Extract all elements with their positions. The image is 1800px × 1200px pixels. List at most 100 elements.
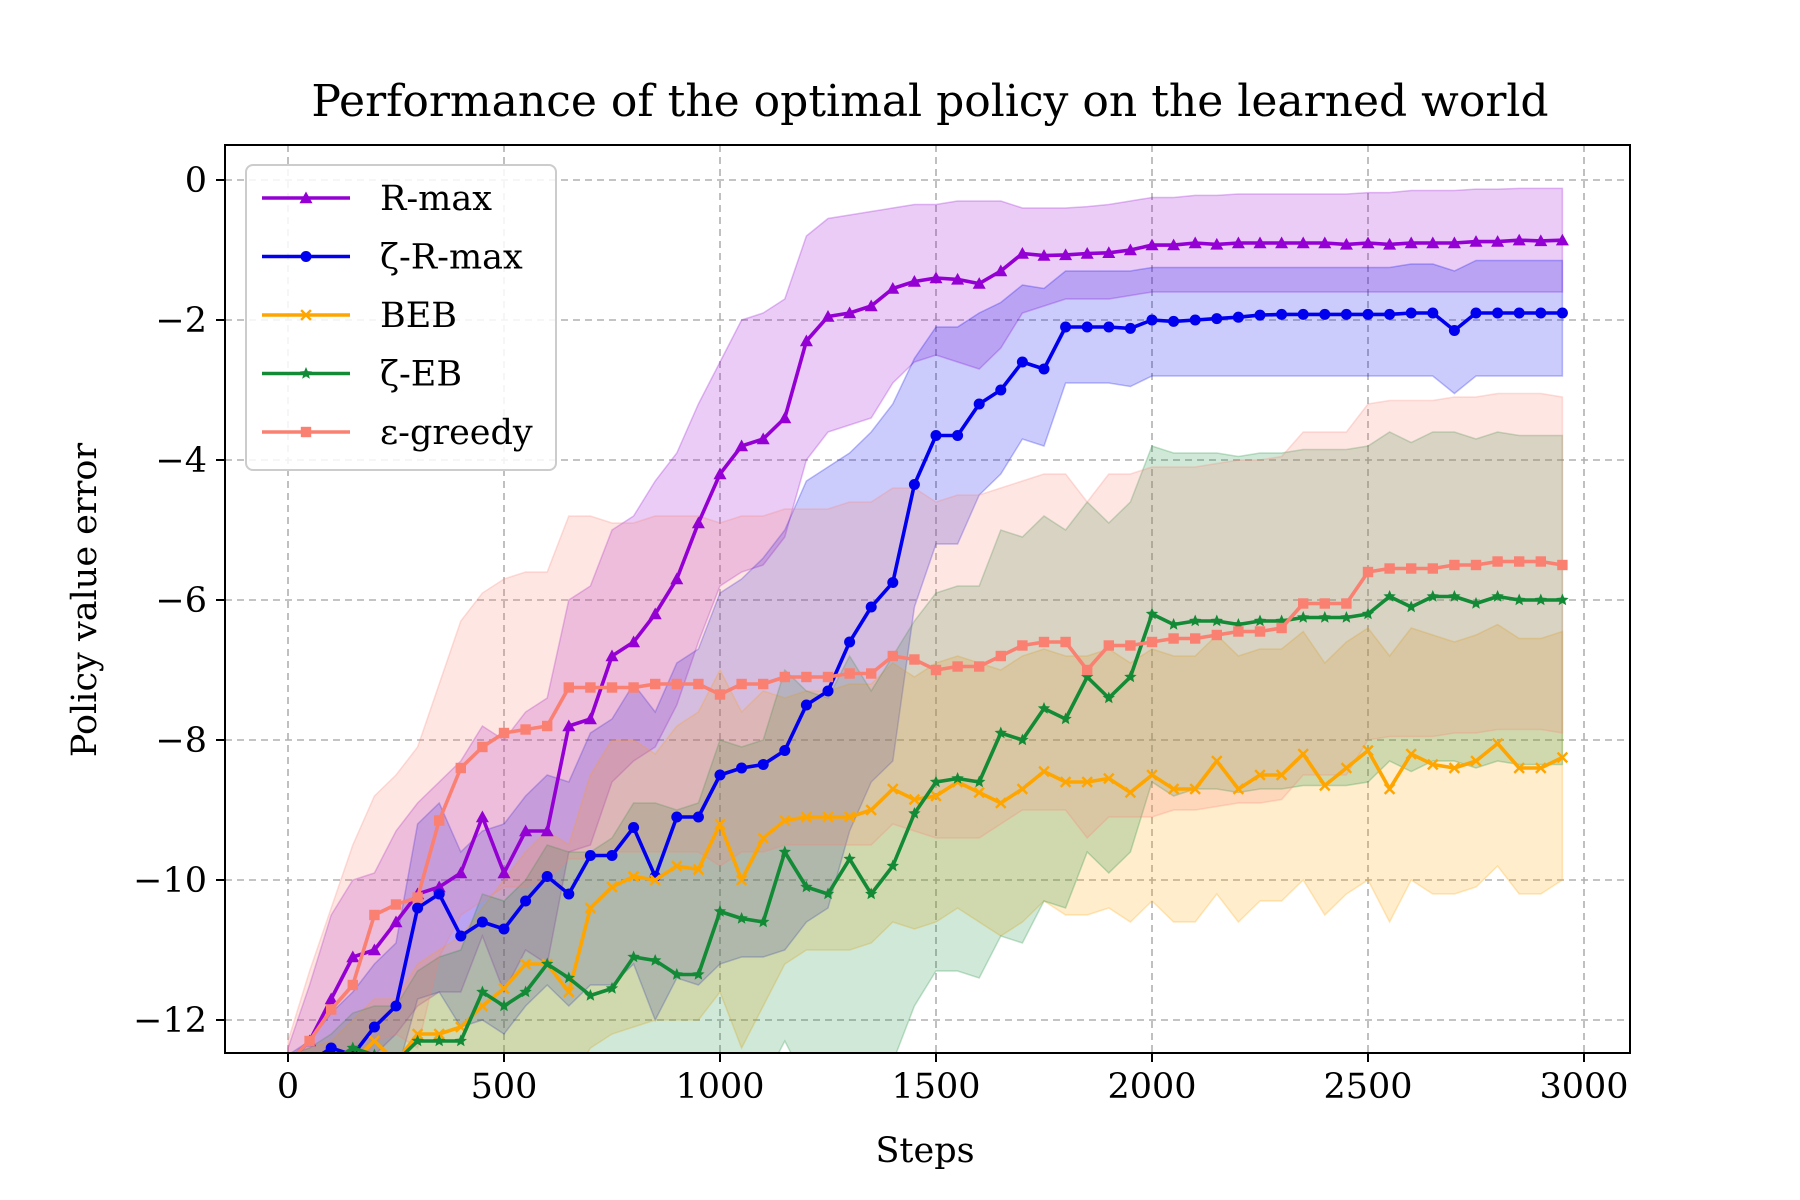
data-point-circle <box>1016 356 1028 368</box>
data-point-triangle <box>778 411 792 424</box>
data-point-circle <box>736 762 748 774</box>
data-point-square <box>1060 636 1071 648</box>
x-tick-label: 3000 <box>1539 1067 1628 1107</box>
data-point-circle <box>628 821 640 834</box>
series-line-triangle <box>294 238 1563 1053</box>
data-point-square <box>1319 598 1330 609</box>
data-point-x <box>995 797 1007 809</box>
data-point-circle <box>865 601 877 613</box>
data-point-x <box>1491 737 1504 750</box>
data-point-star <box>994 726 1007 739</box>
data-point-square <box>412 892 423 903</box>
data-point-square <box>1211 629 1222 641</box>
data-point-circle <box>1340 308 1352 320</box>
data-point-circle <box>822 685 834 697</box>
data-point-square <box>326 1004 337 1015</box>
data-point-circle <box>1362 308 1374 320</box>
data-point-triangle <box>1123 243 1137 256</box>
data-point-triangle <box>389 915 403 928</box>
data-point-x <box>1081 776 1093 788</box>
data-point-circle <box>1168 315 1180 327</box>
data-point-triangle <box>1231 236 1245 249</box>
data-point-triangle <box>648 607 662 620</box>
data-point-triangle <box>1383 237 1397 250</box>
data-point-square <box>1082 664 1093 676</box>
data-point-star <box>778 845 791 858</box>
data-point-star <box>735 912 748 924</box>
data-point-square <box>1384 563 1395 574</box>
data-point-triangle <box>562 719 576 732</box>
data-point-circle <box>1297 308 1309 320</box>
data-point-star <box>346 1041 359 1053</box>
data-point-circle <box>325 1042 337 1053</box>
data-point-square <box>650 678 661 690</box>
data-point-circle <box>476 916 488 928</box>
data-point-circle <box>1060 321 1072 333</box>
data-point-square <box>1017 640 1028 651</box>
data-point-star <box>951 772 964 784</box>
data-point-x <box>865 804 877 816</box>
data-point-x <box>800 811 813 823</box>
data-point-square <box>801 671 812 683</box>
data-point-triangle <box>735 439 749 452</box>
data-point-square <box>671 678 682 690</box>
data-point-circle <box>844 636 856 648</box>
data-point-circle <box>757 758 769 771</box>
data-point-square <box>952 661 963 672</box>
legend-marker-x <box>300 309 312 321</box>
data-point-circle <box>1211 313 1223 325</box>
data-point-triangle <box>1555 233 1569 246</box>
data-point-circle <box>520 895 532 907</box>
band-triangle <box>287 187 1564 1053</box>
data-point-star <box>843 852 856 865</box>
data-point-x <box>1340 762 1353 774</box>
data-point-circle <box>390 1000 402 1012</box>
x-axis: 0 500 1000 1500 2000 2500 3000 <box>277 1053 1629 1107</box>
data-point-square <box>1276 622 1287 634</box>
data-point-triangle <box>1339 237 1353 250</box>
data-point-square <box>866 668 877 679</box>
data-point-triangle <box>1080 247 1094 259</box>
data-point-x <box>1124 786 1137 799</box>
data-point-star <box>757 915 770 928</box>
data-point-star <box>1297 611 1310 623</box>
data-point-circle <box>930 429 942 442</box>
data-point-x <box>1319 779 1331 792</box>
data-point-star <box>605 982 619 994</box>
data-point-circle <box>973 398 985 410</box>
data-point-triangle <box>1447 236 1461 249</box>
data-point-circle <box>1146 314 1158 326</box>
legend-marker-square <box>300 426 312 438</box>
data-point-circle <box>887 576 899 589</box>
data-point-triangle <box>951 272 965 285</box>
data-point-triangle <box>1167 238 1181 251</box>
data-point-star <box>1102 691 1115 704</box>
data-point-triangle <box>670 572 684 585</box>
data-point-x <box>519 958 532 970</box>
data-point-star <box>627 950 640 963</box>
data-point-star <box>1210 614 1223 627</box>
data-point-square <box>1146 636 1158 648</box>
data-point-star <box>649 954 662 966</box>
data-point-square <box>1168 633 1179 644</box>
data-point-x <box>1383 783 1396 795</box>
data-point-x <box>779 814 791 827</box>
data-point-circle <box>563 888 575 900</box>
data-point-circle <box>1427 307 1439 319</box>
data-point-x <box>822 811 834 823</box>
data-point-square <box>822 671 834 683</box>
data-point-triangle <box>1491 235 1505 247</box>
data-point-star <box>541 957 554 970</box>
data-point-star <box>584 989 597 1001</box>
data-point-triangle <box>1037 249 1051 261</box>
x-tick-label: 0 <box>277 1067 299 1107</box>
data-point-square <box>563 682 574 693</box>
data-point-circle <box>908 478 920 491</box>
data-point-x <box>498 982 510 995</box>
data-point-circle <box>1276 308 1288 320</box>
data-point-star <box>1340 611 1353 623</box>
legend: R-max ζ-R-max BEB ζ-EB ε-greedy <box>245 164 557 471</box>
data-point-triangle <box>627 635 641 648</box>
data-point-star <box>1405 600 1418 613</box>
data-point-circle <box>455 930 467 942</box>
